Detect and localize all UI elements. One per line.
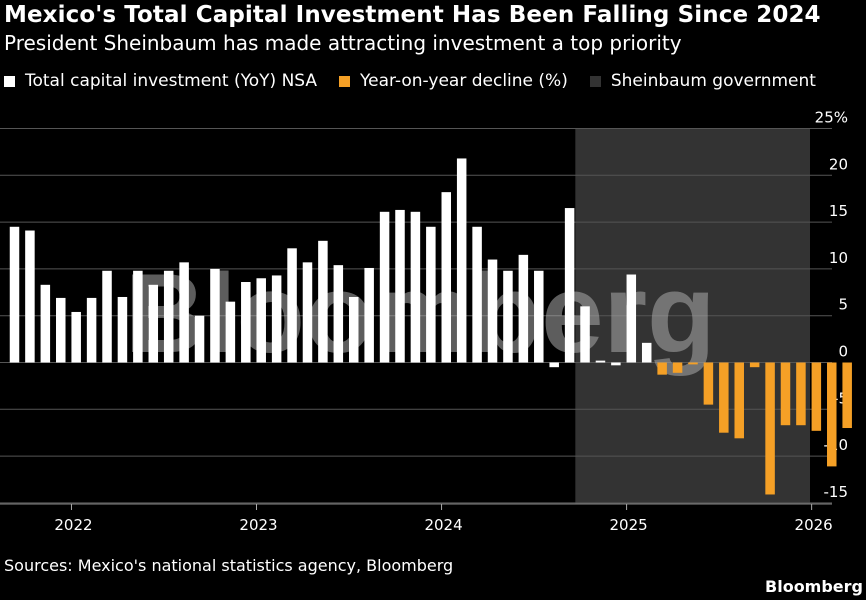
bar-total-investment: [472, 226, 482, 363]
bar-total-investment: [595, 360, 606, 363]
bar-decline: [672, 362, 683, 373]
y-tick-label: 10: [829, 249, 848, 267]
bar-total-investment: [9, 226, 20, 363]
bar-total-investment: [348, 296, 359, 363]
bar-total-investment: [395, 209, 405, 363]
legend-item-total-investment: Total capital investment (YoY) NSA: [4, 71, 317, 91]
bar-decline: [657, 362, 667, 375]
bar-decline: [827, 362, 837, 467]
chart-subtitle: President Sheinbaum has made attracting …: [4, 31, 682, 55]
bar-total-investment: [487, 259, 498, 363]
legend: Total capital investment (YoY) NSA Year-…: [4, 70, 838, 92]
bar-total-investment: [426, 226, 436, 363]
y-tick-label: 0: [838, 343, 848, 361]
x-tick-label: 2026: [795, 516, 833, 534]
bar-decline: [749, 362, 760, 368]
bar-decline: [842, 362, 852, 429]
bar-total-investment: [25, 230, 35, 363]
bar-decline: [811, 362, 822, 431]
bar-total-investment: [179, 262, 189, 363]
bar-total-investment: [626, 274, 637, 363]
legend-swatch-orange: [339, 75, 351, 87]
bar-total-investment: [241, 282, 251, 363]
bar-total-investment: [534, 270, 544, 363]
bar-total-investment: [410, 211, 421, 363]
bar-decline: [734, 362, 744, 439]
legend-label-total-investment: Total capital investment (YoY) NSA: [25, 71, 318, 91]
bar-total-investment: [441, 192, 452, 363]
bar-total-investment: [271, 275, 282, 363]
bar-total-investment: [641, 342, 652, 363]
bar-decline: [703, 362, 714, 405]
y-tick-label: 25%: [815, 109, 848, 127]
bar-total-investment: [564, 208, 575, 363]
x-tick-label: 2022: [54, 516, 92, 534]
bar-total-investment: [611, 362, 621, 366]
x-tick-label: 2025: [609, 516, 647, 534]
bar-decline: [765, 362, 775, 495]
bar-total-investment: [503, 270, 513, 363]
bar-total-investment: [133, 270, 143, 363]
bar-total-investment: [102, 270, 112, 363]
bar-decline: [719, 362, 729, 433]
legend-swatch-white: [4, 75, 15, 87]
bar-total-investment: [549, 362, 559, 368]
x-tick-label: 2023: [239, 516, 277, 534]
bar-total-investment: [40, 284, 51, 363]
legend-label-sheinbaum: Sheinbaum government: [610, 71, 816, 91]
bar-total-investment: [225, 301, 236, 363]
bar-total-investment: [86, 297, 97, 363]
bar-total-investment: [580, 306, 590, 363]
chart-title: Mexico's Total Capital Investment Has Be…: [4, 2, 821, 28]
bar-total-investment: [163, 270, 174, 363]
bar-decline: [688, 362, 698, 365]
source-note: Sources: Mexico's national statistics ag…: [4, 556, 454, 575]
bar-total-investment: [364, 267, 374, 363]
bar-total-investment: [210, 268, 220, 363]
bar-total-investment: [256, 278, 266, 363]
bar-total-investment: [333, 265, 344, 363]
bar-total-investment: [56, 297, 66, 363]
y-tick-label: 5: [838, 296, 848, 314]
bar-total-investment: [287, 248, 297, 363]
bar-total-investment: [379, 211, 390, 363]
y-tick-label: 20: [829, 155, 848, 173]
bar-total-investment: [148, 284, 159, 363]
bar-total-investment: [302, 262, 313, 363]
bar-total-investment: [518, 254, 529, 363]
x-tick-label: 2024: [424, 516, 462, 534]
bar-total-investment: [71, 311, 81, 363]
y-tick-label: -15: [824, 483, 849, 501]
bar-total-investment: [117, 296, 128, 363]
bar-total-investment: [318, 240, 328, 363]
bar-decline: [780, 362, 791, 426]
bar-decline: [796, 362, 806, 426]
bar-total-investment: [456, 158, 467, 363]
y-tick-label: 15: [829, 202, 848, 220]
bar-total-investment: [194, 315, 205, 363]
bloomberg-logo: Bloomberg: [765, 577, 863, 596]
legend-item-decline: Year-on-year decline (%): [339, 71, 568, 91]
legend-item-sheinbaum: Sheinbaum government: [589, 71, 816, 91]
legend-swatch-gray: [589, 75, 601, 87]
legend-label-decline: Year-on-year decline (%): [360, 71, 568, 91]
